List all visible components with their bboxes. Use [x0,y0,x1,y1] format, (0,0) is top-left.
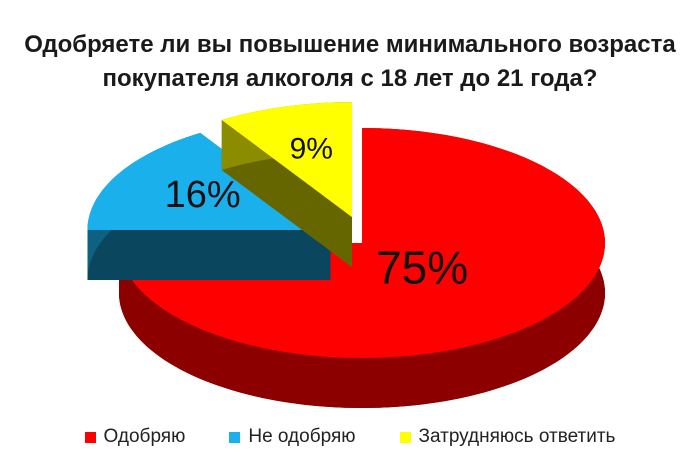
legend-label: Затрудняюсь ответить [418,426,616,447]
legend-item: Одобряю [84,426,186,448]
data-label: 16% [165,174,241,216]
data-label: 9% [290,133,333,166]
legend-label: Не одобряю [248,426,356,447]
slice [221,102,352,218]
legend: Одобряю Не одобряю Затрудняюсь ответить [0,426,700,448]
legend-swatch [229,431,241,443]
legend-item: Не одобряю [229,426,356,448]
legend-label: Одобряю [103,426,186,447]
data-label: 75% [376,242,468,294]
chart-title: Одобряете ли вы повышение минимального в… [24,31,676,92]
slice-face [87,230,331,280]
legend-swatch [84,431,96,443]
slice [119,128,605,358]
legend-item: Затрудняюсь ответить [399,426,616,448]
legend-swatch [399,431,411,443]
